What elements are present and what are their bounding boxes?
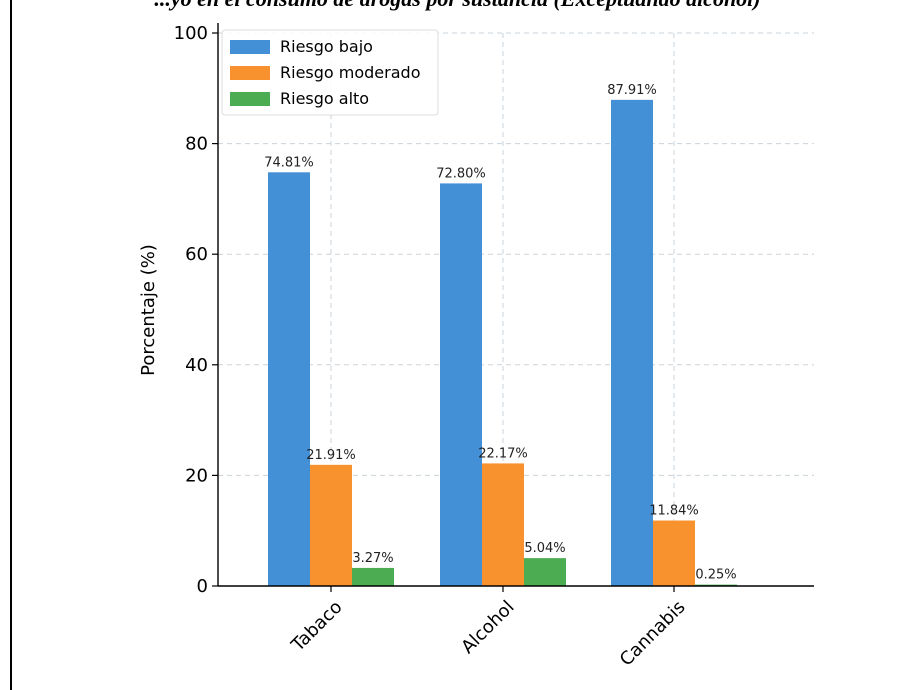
bar	[310, 464, 352, 586]
y-tick-label: 80	[185, 134, 208, 155]
legend-swatch	[230, 40, 270, 54]
bar	[482, 463, 524, 586]
bar-value-label: 87.91%	[607, 83, 657, 98]
y-tick-label: 100	[174, 23, 208, 44]
bar	[611, 99, 653, 586]
y-tick-label: 60	[185, 244, 208, 265]
bar	[653, 520, 695, 586]
bar	[352, 567, 394, 586]
bar-value-label: 11.84%	[649, 504, 699, 519]
x-tick-label: Cannabis	[616, 597, 690, 671]
bar-value-label: 5.04%	[524, 541, 565, 556]
bar-value-label: 0.25%	[695, 568, 736, 583]
bars	[268, 99, 737, 586]
bar-value-label: 74.81%	[264, 155, 314, 170]
x-tick-label: Alcohol	[457, 597, 518, 658]
y-tick-label: 40	[185, 355, 208, 376]
legend-label: Riesgo alto	[280, 89, 369, 108]
legend-label: Riesgo bajo	[280, 37, 373, 56]
y-axis-label: Porcentaje (%)	[138, 244, 159, 376]
y-tick-label: 20	[185, 465, 208, 486]
bar	[440, 183, 482, 586]
y-tick-label: 0	[197, 576, 208, 597]
bar-chart: 74.81% 72.80% 87.91% 21.91% 22.17% 11.84% 3.27…	[138, 23, 814, 671]
bar	[524, 558, 566, 586]
bar-value-label: 3.27%	[352, 551, 393, 566]
legend: Riesgo bajo Riesgo moderado Riesgo alto	[221, 29, 439, 116]
legend-label: Riesgo moderado	[280, 63, 420, 82]
legend-swatch	[230, 66, 270, 80]
bar-value-label: 22.17%	[478, 446, 528, 461]
bar-value-labels: 74.81% 72.80% 87.91% 21.91% 22.17% 11.84% 3.27…	[264, 83, 736, 583]
legend-box	[221, 29, 439, 116]
bar-value-label: 72.80%	[436, 166, 486, 181]
figure-frame	[10, 0, 915, 690]
bar	[268, 172, 310, 586]
x-tick-label: Tabaco	[287, 597, 347, 657]
legend-swatch	[230, 92, 270, 106]
axes	[212, 23, 814, 592]
bar-value-label: 21.91%	[306, 448, 356, 463]
figure-caption: ...yo en el consumo de drogas por sustan…	[0, 0, 915, 12]
